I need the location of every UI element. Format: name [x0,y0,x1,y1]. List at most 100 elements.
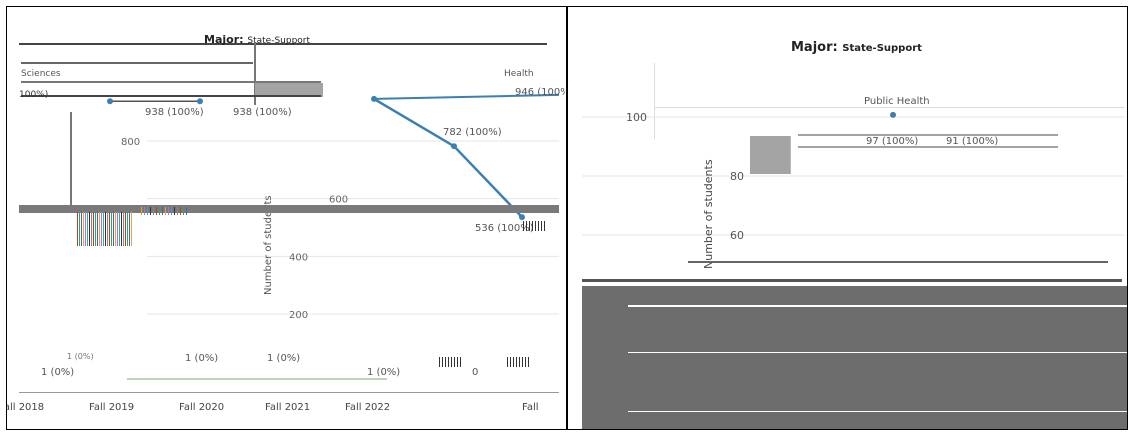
bar-code-stripe [528,357,529,367]
series-1: 938 (100%) 938 (100%) 946 (100%) 782 (100%)… [107,87,565,234]
overlay-stripe [103,212,104,246]
right-chart: Major: State-Support Public Health 02040… [582,40,1127,429]
overlay-stripe [113,212,114,246]
y-axis-label: Number of students [702,159,715,269]
left-chart-panel: 1 (0%) 1 (0%) 1 (0%) 1 (0%) 0 1 (0%) 938 (100… [7,7,565,429]
overlay-stripe [99,212,100,246]
overlay-stripe [186,207,187,215]
overlay-stripe [101,212,102,246]
bar-code-clusters [439,221,545,367]
header-rule [19,43,547,45]
bar-code-stripe [529,221,530,231]
x-tick-label: Fall 2022 [345,402,390,413]
x-tick-label: Fall 2018 [7,402,44,413]
bar-code-stripe [538,221,539,231]
dark-rule [688,261,1108,263]
header-gray-block [255,83,323,97]
overlay-stripe [147,207,148,215]
overlay-stripe [153,207,154,215]
series-2: 1 (0%) 1 (0%) 1 (0%) 1 (0%) 0 1 (0%) [41,352,478,380]
y-tick-80: 80 [730,170,744,183]
y-tick-800: 800 [121,137,140,148]
overlay-stripe [119,212,120,246]
overlay-stripe [129,212,130,246]
overlay-stripe [177,207,178,215]
panel-header-sciences: Sciences [21,69,61,79]
panel-header-public-health: Public Health [864,96,930,107]
overlay-stripe [180,207,181,215]
bar-code-stripe [445,357,446,367]
overlay-stripe [81,212,82,246]
header-rule-3 [21,95,321,97]
series-1-label: 946 (100%) [515,87,565,98]
series-2-label: 1 (0%) [41,367,74,378]
facet-rule [654,107,1124,108]
bar-code-stripe [526,221,527,231]
data-point [890,111,896,118]
right-chart-panel: Major: State-Support Public Health 02040… [568,7,1127,429]
bar-code-stripe [535,221,536,231]
overlay-stripe [109,212,110,246]
bar-code-stripe [516,357,517,367]
series-1-point [107,98,113,105]
series-1-label: 536 (100%) [475,223,534,234]
series-2-extra-label: 1 (0%) [67,352,94,361]
y-tick-60: 60 [730,229,744,242]
x-tick-label: Fall 2020 [179,402,224,413]
x-tick-label: Fall 2021 [265,402,310,413]
bar-code-stripe [532,221,533,231]
series-1-label: 938 (100%) [145,107,204,118]
overlay-stripe [97,212,98,246]
series-2-label: 1 (0%) [267,353,300,364]
y-tick-600: 600 [329,195,348,206]
bar-code-stripe [448,357,449,367]
overlay-stripe [171,207,172,215]
overlay-stripe [85,212,86,246]
bar-code-stripe [439,357,440,367]
series-2-label: 0 [472,367,478,378]
axis-frame [654,63,655,139]
header-rule-2 [21,81,321,83]
series-2-label: 1 (0%) [185,353,218,364]
bar-code-stripe [525,357,526,367]
overlay-stripe [111,212,112,246]
overlay-stripe [159,207,160,215]
light-rule [628,305,1127,307]
x-tick-labels: Fall 2018 Fall 2019 Fall 2020 Fall 2021 Fall… [7,402,539,413]
overlay-stripe [89,212,90,246]
overlay-stripe [150,207,151,215]
overlay-stripe [91,212,92,246]
series-2-label: 1 (0%) [367,367,400,378]
bar-code-stripe [460,357,461,367]
series-1-line [373,97,523,218]
overlay-stripe [174,207,175,215]
bar-code-stripe [519,357,520,367]
chart-title: Major: State-Support [204,33,310,46]
bar-code-stripe [522,357,523,367]
y-tick-100: 100 [626,111,647,124]
overlay-stripe [79,212,80,246]
bar-code-stripe [544,221,545,231]
data-label: 97 (100%) [866,136,918,147]
bar-code-stripe [457,357,458,367]
overlay-stripe [87,212,88,246]
bar-code-stripe [513,357,514,367]
y-tick-400: 400 [289,252,308,263]
light-rule-3 [628,411,1127,412]
y-tick-labels: 200 400 600 800 [121,137,348,321]
overlay-stripe [107,212,108,246]
data-label: 91 (100%) [946,136,998,147]
overlay-stripe [95,212,96,246]
chart-title-right: Major: State-Support [791,40,922,55]
series-1-label: 938 (100%) [233,107,292,118]
axis-tick-band [70,112,72,207]
overlay-stripes [77,207,187,246]
overlay-stripe [93,212,94,246]
panel-divider [566,6,568,430]
bar-code-stripe [454,357,455,367]
series-1-point [371,95,377,102]
overlay-stripe [165,207,166,215]
overlay-stripe [123,212,124,246]
clipped-label-100: 100%) [19,90,48,100]
left-chart: 1 (0%) 1 (0%) 1 (0%) 1 (0%) 0 1 (0%) 938 (100… [7,33,565,413]
